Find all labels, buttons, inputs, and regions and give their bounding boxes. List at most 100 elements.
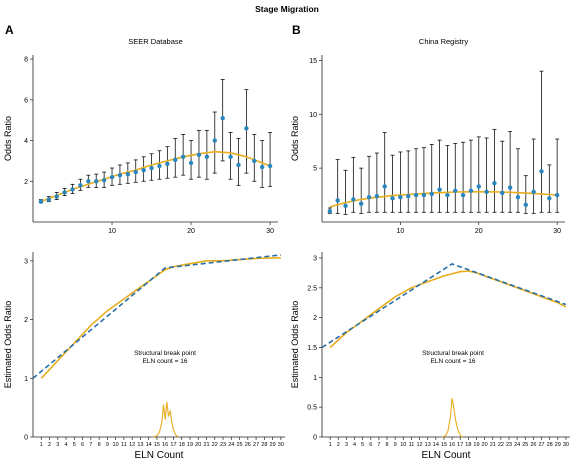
data-point bbox=[500, 190, 505, 196]
x-tick-label: 25 bbox=[522, 442, 528, 448]
data-point bbox=[507, 185, 513, 190]
x-tick-label: 3 bbox=[345, 442, 348, 448]
data-point bbox=[70, 187, 75, 192]
x-tick-label: 21 bbox=[490, 442, 496, 448]
break-point-density bbox=[442, 398, 464, 438]
estimated-curve bbox=[329, 270, 567, 349]
x-tick-label: 17 bbox=[170, 442, 176, 448]
data-point bbox=[173, 157, 178, 163]
x-tick-label: 14 bbox=[433, 442, 439, 448]
y-tick-label: 3 bbox=[313, 255, 317, 262]
x-tick-label: 15 bbox=[154, 442, 160, 448]
x-tick-label: 12 bbox=[417, 442, 423, 448]
data-point bbox=[259, 164, 265, 170]
data-point bbox=[46, 197, 52, 202]
data-point bbox=[157, 163, 162, 169]
x-tick-label: 19 bbox=[187, 442, 193, 448]
y-tick-label: 1.5 bbox=[307, 345, 317, 352]
data-point bbox=[204, 154, 210, 160]
data-point bbox=[453, 188, 458, 193]
segmented-regression-line bbox=[32, 254, 281, 379]
x-tick-label: 23 bbox=[506, 442, 512, 448]
data-point bbox=[492, 181, 497, 186]
data-point bbox=[445, 192, 450, 198]
data-point bbox=[366, 195, 372, 200]
break-point-density bbox=[152, 401, 179, 438]
data-point bbox=[54, 194, 59, 199]
data-point bbox=[141, 167, 146, 173]
fit-curve bbox=[329, 191, 558, 208]
data-point bbox=[133, 169, 138, 175]
data-point bbox=[335, 198, 340, 203]
x-tick-label: 26 bbox=[530, 442, 536, 448]
y-tick-label: 8 bbox=[24, 57, 28, 64]
data-point bbox=[38, 199, 44, 204]
x-tick-label: 27 bbox=[538, 442, 544, 448]
x-tick-label: 14 bbox=[146, 442, 152, 448]
x-axis-label: ELN Count bbox=[135, 450, 184, 459]
data-point bbox=[125, 171, 131, 177]
x-tick-label: 4 bbox=[353, 442, 356, 448]
y-tick-label: 10 bbox=[309, 112, 317, 119]
x-tick-label: 27 bbox=[253, 442, 259, 448]
x-tick-label: 10 bbox=[113, 442, 119, 448]
data-point bbox=[78, 183, 83, 188]
data-point bbox=[523, 202, 529, 207]
data-point bbox=[62, 190, 67, 195]
x-tick-label: 3 bbox=[56, 442, 59, 448]
figure-title: Stage Migration bbox=[255, 4, 319, 14]
data-point bbox=[165, 161, 170, 167]
data-point bbox=[429, 191, 434, 197]
y-axis-label: Odds Ratio bbox=[290, 116, 300, 161]
data-point bbox=[406, 193, 411, 199]
data-point bbox=[351, 197, 356, 202]
data-point bbox=[413, 192, 419, 198]
data-point bbox=[468, 188, 474, 193]
y-tick-label: 5 bbox=[313, 166, 317, 173]
y-tick-label: 2 bbox=[24, 317, 28, 324]
data-point bbox=[180, 154, 186, 160]
x-tick-label: 24 bbox=[514, 442, 520, 448]
x-tick-label: 30 bbox=[563, 442, 569, 448]
y-tick-label: 2 bbox=[313, 315, 317, 322]
data-point bbox=[196, 152, 202, 157]
x-tick-label: 7 bbox=[377, 442, 380, 448]
data-point bbox=[476, 184, 481, 189]
panel-label-b: B bbox=[292, 23, 301, 37]
data-point bbox=[327, 209, 333, 214]
y-tick-label: 4 bbox=[24, 138, 28, 145]
x-tick-label: 11 bbox=[409, 442, 415, 448]
x-tick-label: 19 bbox=[473, 442, 479, 448]
y-tick-label: 15 bbox=[309, 58, 317, 65]
x-tick-label: 21 bbox=[203, 442, 209, 448]
break-point-annotation: Structural break point bbox=[134, 350, 196, 357]
x-tick-label: 6 bbox=[81, 442, 84, 448]
x-tick-label: 29 bbox=[270, 442, 276, 448]
china-odds-ratio-chart: China Registry 5 10 15 10 20 30 Odds Ratio bbox=[290, 37, 565, 235]
x-tick-label: 18 bbox=[465, 442, 471, 448]
x-tick-label: 20 bbox=[482, 442, 488, 448]
data-point bbox=[109, 174, 115, 180]
x-tick-label: 30 bbox=[553, 228, 561, 235]
y-tick-label: 0 bbox=[313, 435, 317, 442]
data-point bbox=[554, 192, 560, 198]
x-tick-label: 2 bbox=[337, 442, 340, 448]
chart-title: SEER Database bbox=[128, 37, 183, 46]
data-point bbox=[236, 162, 241, 168]
x-tick-label: 20 bbox=[195, 442, 201, 448]
x-tick-label: 16 bbox=[449, 442, 455, 448]
data-point bbox=[267, 163, 273, 169]
data-point bbox=[94, 179, 99, 184]
x-tick-label: 22 bbox=[212, 442, 218, 448]
x-tick-label: 13 bbox=[137, 442, 143, 448]
break-point-value: ELN count = 16 bbox=[143, 358, 188, 365]
data-point bbox=[398, 195, 403, 200]
data-point bbox=[101, 178, 107, 183]
x-tick-label: 9 bbox=[106, 442, 109, 448]
x-tick-label: 5 bbox=[73, 442, 76, 448]
x-axis-label: ELN Count bbox=[422, 450, 471, 459]
y-tick-label: 0.5 bbox=[307, 405, 317, 412]
x-tick-label: 30 bbox=[278, 442, 284, 448]
x-tick-label: 28 bbox=[261, 442, 267, 448]
